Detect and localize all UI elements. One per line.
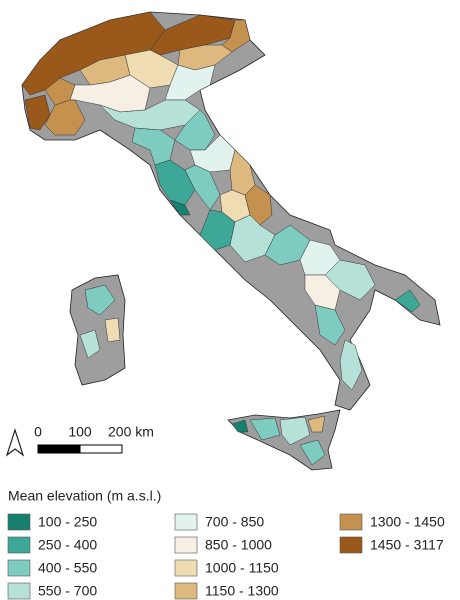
legend-swatch bbox=[7, 536, 31, 554]
region bbox=[84, 284, 116, 316]
legend-swatch bbox=[174, 513, 198, 531]
legend-swatch bbox=[174, 559, 198, 577]
region bbox=[174, 109, 216, 151]
region bbox=[314, 304, 346, 346]
scale-label: 0 bbox=[34, 424, 42, 440]
region bbox=[104, 317, 121, 343]
region bbox=[299, 439, 326, 466]
legend-label: 1150 - 1300 bbox=[205, 583, 279, 599]
legend-label: 700 - 850 bbox=[205, 514, 264, 530]
map bbox=[21, 11, 441, 471]
legend-swatch bbox=[7, 582, 31, 600]
region bbox=[154, 159, 196, 206]
legend: 100 - 250 250 - 400 400 - 550 550 - 700 700 … bbox=[7, 513, 445, 600]
scale-bar: 0 100 200 km bbox=[34, 424, 154, 454]
region bbox=[231, 419, 249, 433]
legend-swatch bbox=[174, 582, 198, 600]
legend-label: 1300 - 1450 bbox=[370, 514, 445, 530]
legend-label: 400 - 550 bbox=[38, 560, 97, 576]
region bbox=[24, 94, 51, 131]
region bbox=[229, 149, 256, 196]
region bbox=[79, 329, 101, 359]
region bbox=[279, 416, 311, 446]
scale-segment bbox=[79, 444, 123, 454]
region bbox=[307, 415, 326, 433]
legend-label: 550 - 700 bbox=[38, 583, 97, 599]
north-arrow bbox=[5, 428, 25, 457]
scale-label: 100 bbox=[68, 424, 92, 440]
legend-swatch bbox=[339, 536, 363, 554]
legend-swatch bbox=[7, 559, 31, 577]
legend-label: 1000 - 1150 bbox=[205, 560, 279, 576]
region bbox=[169, 199, 191, 216]
legend-label: 850 - 1000 bbox=[205, 537, 272, 553]
legend-swatch bbox=[7, 513, 31, 531]
region bbox=[339, 339, 363, 391]
legend-label: 1450 - 3117 bbox=[370, 537, 444, 553]
legend-swatch bbox=[339, 513, 363, 531]
regions bbox=[21, 11, 421, 466]
scale-segment bbox=[37, 444, 81, 454]
legend-title: Mean elevation (m a.s.l.) bbox=[8, 488, 161, 504]
region bbox=[44, 99, 86, 136]
legend-label: 100 - 250 bbox=[38, 514, 97, 530]
legend-label: 250 - 400 bbox=[38, 537, 97, 553]
legend-swatch bbox=[174, 536, 198, 554]
scale-label: 200 km bbox=[108, 424, 154, 440]
region bbox=[394, 289, 421, 313]
region bbox=[249, 417, 281, 441]
north-arrow-icon bbox=[5, 428, 25, 457]
